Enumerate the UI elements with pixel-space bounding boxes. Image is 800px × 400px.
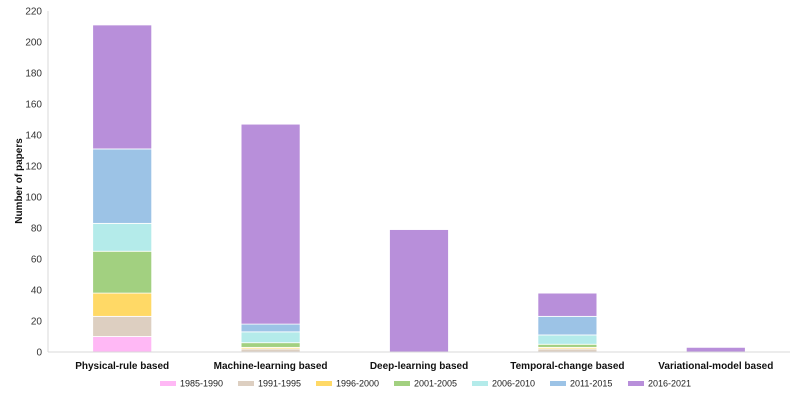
legend-item: 1996-2000 [316, 379, 379, 389]
legend-item: 2006-2010 [472, 379, 535, 389]
bar-segment-3-6 [537, 292, 598, 317]
bar-segment-1-4 [240, 331, 301, 344]
bar-segment-0-1 [92, 315, 153, 337]
x-axis: Physical-rule based Machine-learning base… [48, 351, 790, 372]
x-category-label: Deep-learning based [370, 361, 468, 372]
legend-label: 1996-2000 [336, 379, 379, 389]
bar-stack-3 [537, 292, 598, 353]
bar-stack-0 [92, 24, 153, 353]
x-category-label: Variational-model based [658, 361, 773, 372]
bar-segment-3-4 [537, 334, 598, 345]
legend-label: 2006-2010 [492, 379, 535, 389]
y-tick-label: 40 [31, 286, 43, 297]
legend-item: 2016-2021 [628, 379, 691, 389]
bar-segment-0-5 [92, 148, 153, 224]
legend-item: 1985-1990 [160, 379, 223, 389]
bar-segment-0-3 [92, 250, 153, 294]
y-axis-label: Number of papers [14, 138, 25, 224]
bar-segment-0-0 [92, 336, 153, 353]
y-tick-label: 0 [36, 348, 42, 359]
y-tick-label: 80 [31, 224, 43, 235]
y-tick-label: 20 [31, 317, 43, 328]
bar-stack-1 [240, 123, 301, 353]
bars [92, 24, 746, 353]
legend-swatch [238, 381, 254, 386]
legend-label: 2011-2015 [570, 379, 612, 389]
y-axis: 0 20 40 60 80 100 120 140 160 180 200 220 [25, 7, 49, 359]
x-category-label: Machine-learning based [214, 361, 328, 372]
y-tick-label: 180 [25, 69, 42, 80]
x-category-label: Temporal-change based [510, 361, 624, 372]
y-tick-label: 220 [25, 7, 42, 18]
legend-item: 2011-2015 [550, 379, 612, 389]
y-tick-label: 160 [25, 100, 42, 111]
legend-swatch [160, 381, 176, 386]
y-tick-label: 60 [31, 255, 43, 266]
bar-segment-4-6 [685, 346, 746, 353]
y-tick-label: 200 [25, 38, 42, 49]
legend-label: 2001-2005 [414, 379, 457, 389]
legend-label: 1991-1995 [258, 379, 301, 389]
legend-swatch [316, 381, 332, 386]
legend-item: 2001-2005 [394, 379, 457, 389]
bar-segment-0-6 [92, 24, 153, 150]
bar-segment-3-5 [537, 315, 598, 336]
bar-segment-1-3 [240, 342, 301, 348]
legend-swatch [472, 381, 488, 386]
legend: 1985-1990 1991-1995 1996-2000 2001-2005 2006… [160, 379, 691, 389]
y-tick-label: 120 [25, 162, 42, 173]
bar-segment-3-3 [537, 343, 598, 348]
bar-segment-0-4 [92, 222, 153, 252]
y-tick-label: 100 [25, 193, 42, 204]
x-category-label: Physical-rule based [75, 361, 169, 372]
legend-swatch [394, 381, 410, 386]
legend-swatch [550, 381, 566, 386]
bar-stack-2 [389, 229, 449, 353]
legend-label: 1985-1990 [180, 379, 223, 389]
bar-segment-0-2 [92, 292, 153, 317]
bar-segment-1-6 [240, 123, 301, 325]
y-tick-label: 140 [25, 131, 42, 142]
bar-segment-2-6 [389, 229, 449, 353]
bar-segment-1-5 [240, 323, 301, 333]
legend-swatch [628, 381, 644, 386]
legend-label: 2016-2021 [648, 379, 691, 389]
legend-item: 1991-1995 [238, 379, 301, 389]
bar-stack-4 [685, 346, 746, 353]
